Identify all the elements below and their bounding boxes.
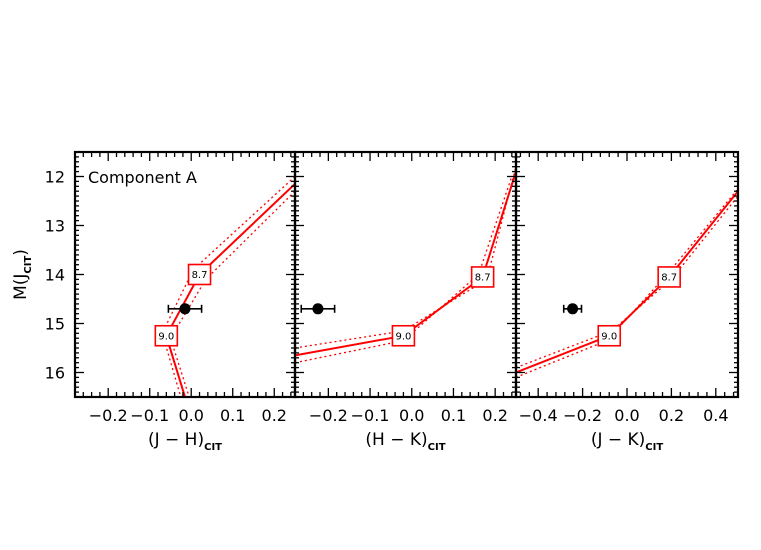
mass-label: 8.7 xyxy=(475,272,491,283)
y-tick-label: 15 xyxy=(45,315,65,334)
mass-label: 9.0 xyxy=(395,331,411,342)
mass-label-box xyxy=(154,324,179,347)
x-tick-label: 0.0 xyxy=(399,406,424,425)
x-tick-label: −0.2 xyxy=(309,406,348,425)
x-tick-label: 0.2 xyxy=(262,406,287,425)
x-axis-label: (J − H)CIT xyxy=(148,430,222,453)
mass-label: 9.0 xyxy=(601,331,617,342)
mass-label-box xyxy=(470,266,495,288)
mass-label-box xyxy=(391,324,416,347)
y-tick-label: 12 xyxy=(45,168,65,187)
x-tick-label: 0.2 xyxy=(482,406,507,425)
plot-frame xyxy=(73,150,297,399)
panel-j-minus-k: −0.4 −0.2 0.0 0.2 0.4 8.7 9.0 (J − K)CIT xyxy=(514,150,740,453)
x-tick-label: −0.2 xyxy=(89,406,128,425)
plot-area xyxy=(516,188,738,379)
mass-label-box xyxy=(187,263,212,286)
mass-label: 9.0 xyxy=(158,331,174,342)
model-track-dotted xyxy=(516,188,738,379)
mass-label: 8.7 xyxy=(192,270,208,281)
x-axis-label: (H − K)CIT xyxy=(365,430,445,453)
y-tick-label: 16 xyxy=(45,364,65,383)
plot-area xyxy=(161,176,295,397)
x-tick-label: 0.0 xyxy=(178,406,203,425)
x-tick-label: 0.1 xyxy=(220,406,245,425)
x-tick-label: 0.1 xyxy=(441,406,466,425)
panel-h-minus-k: −0.2 −0.1 0.0 0.1 0.2 8.7 9.0 (H − K)CIT xyxy=(293,150,518,453)
x-axis-label: (J − K)CIT xyxy=(591,430,664,453)
model-track-dotted xyxy=(295,166,516,349)
model-track-dotted xyxy=(161,176,295,397)
y-axis-label-text: M(JCIT) xyxy=(11,249,34,300)
model-track-dotted xyxy=(295,176,513,364)
x-tick-label: 0.0 xyxy=(614,406,639,425)
y-axis-label: M(JCIT) xyxy=(11,249,34,300)
mass-label-box xyxy=(657,266,681,288)
model-track-solid xyxy=(165,183,295,397)
plot-frame xyxy=(514,150,740,399)
x-tick-label: −0.2 xyxy=(563,406,602,425)
panel-annotation: Component A xyxy=(88,168,197,187)
panel-j-minus-h: −0.2 −0.1 0.0 0.1 0.2 12 13 14 15 16 8.7 9.0 (J − H)… xyxy=(45,150,297,453)
y-tick-label: 14 xyxy=(45,266,65,285)
mass-label-box xyxy=(597,324,622,347)
x-tick-label: −0.1 xyxy=(130,406,169,425)
mass-label: 8.7 xyxy=(661,272,677,283)
x-tick-label: 0.2 xyxy=(659,406,684,425)
observed-point xyxy=(312,303,324,315)
observed-point xyxy=(179,303,191,315)
x-tick-label: 0.4 xyxy=(703,406,728,425)
x-tick-label: −0.1 xyxy=(351,406,390,425)
observed-point xyxy=(567,303,579,315)
y-tick-label: 13 xyxy=(45,217,65,236)
model-track-dotted xyxy=(516,195,738,369)
x-tick-label: −0.4 xyxy=(519,406,558,425)
plot-area xyxy=(295,166,516,364)
model-track-solid xyxy=(516,190,738,374)
